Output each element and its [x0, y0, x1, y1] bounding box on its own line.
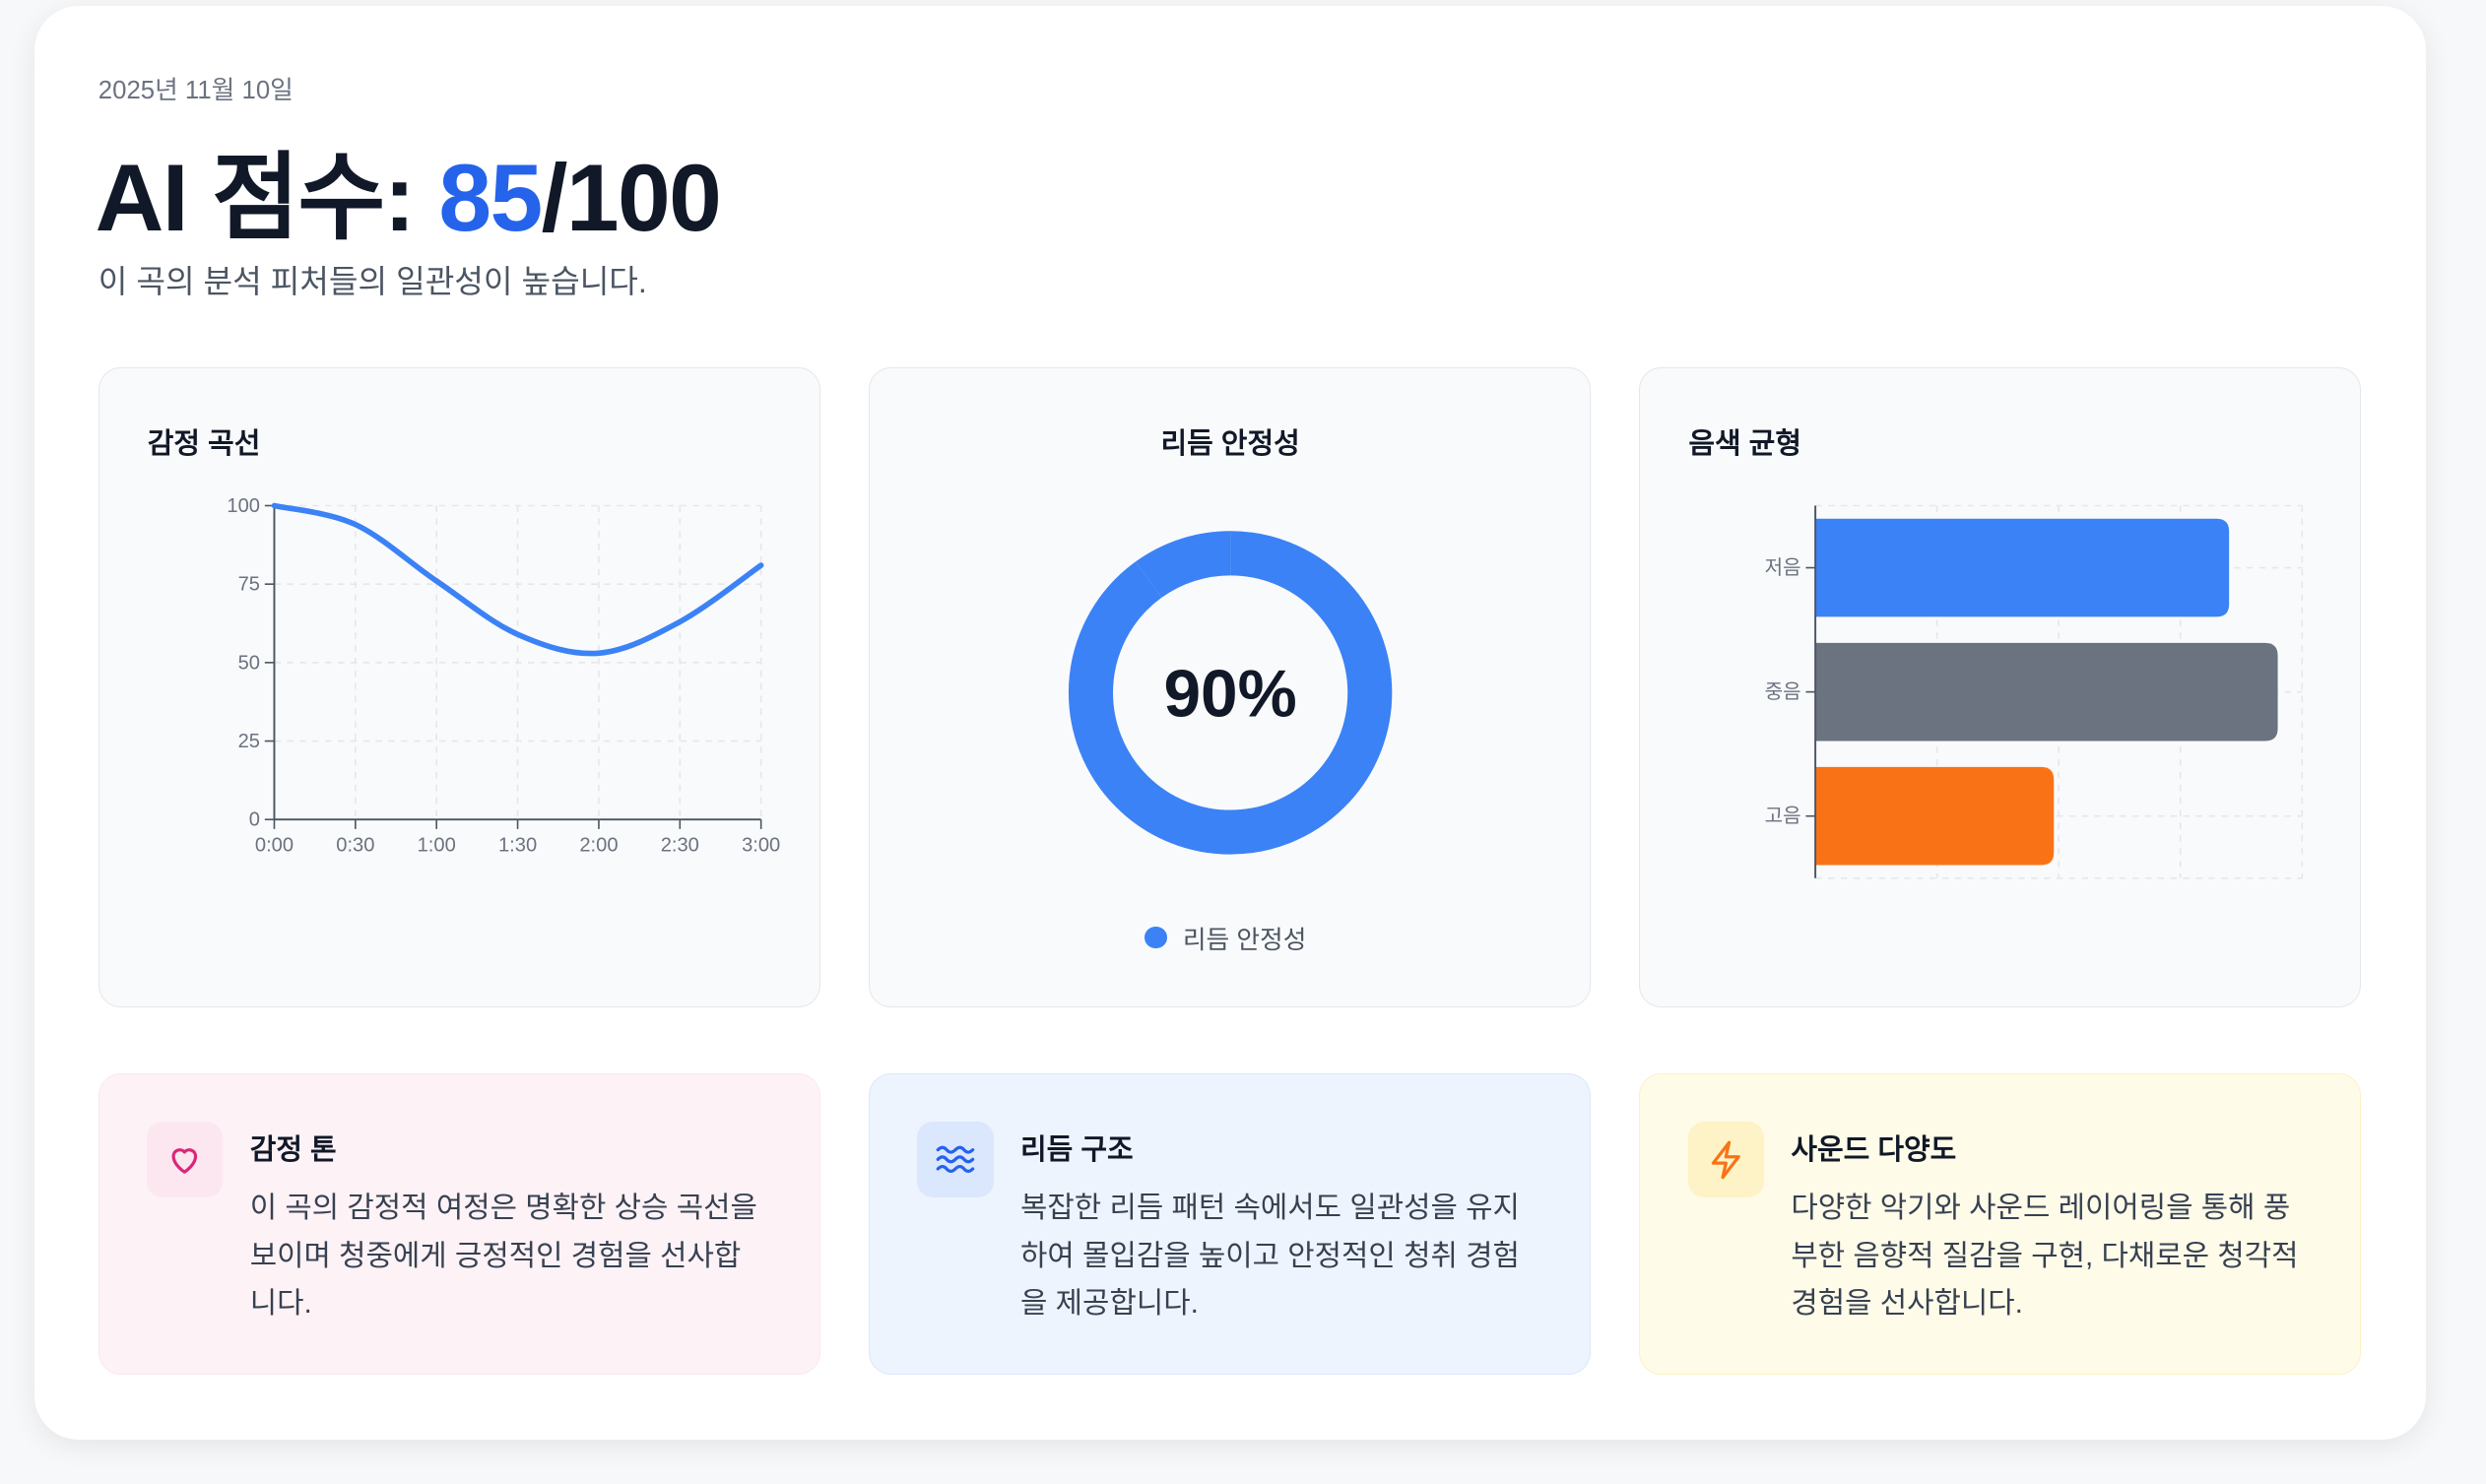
page-title: AI 점수: 85/100 — [95, 120, 722, 258]
x-tick-label: 1:00 — [418, 834, 456, 856]
text-line: 니다. — [249, 1287, 312, 1321]
y-tick-label: 중음 — [1765, 681, 1801, 703]
insight-title: 사운드 다양도 — [1791, 1133, 1957, 1166]
insight-title: 리듬 구조 — [1020, 1133, 1134, 1166]
emotion-curve-panel — [98, 367, 820, 1007]
lightning-icon — [1687, 1122, 1764, 1198]
rhythm-stability-panel — [869, 367, 1591, 1007]
insight-title: 감정 톤 — [249, 1133, 337, 1166]
text-line: 을 제공합니다. — [1020, 1287, 1199, 1321]
bar-3 — [1815, 766, 2055, 866]
y-tick-label: 100 — [227, 495, 260, 517]
x-tick-label: 2:30 — [661, 834, 699, 856]
text-line: 보이며 청중에게 긍정적인 경험을 선사합 — [249, 1239, 742, 1272]
rhythm-stability-title: 리듬 안정성 — [1160, 427, 1300, 460]
text-line: 부한 음향적 질감을 구현, 다채로운 청각적 — [1791, 1239, 2299, 1272]
score-value: 85 — [438, 146, 543, 252]
title-prefix: AI 점수: — [95, 146, 439, 252]
donut-legend: 리듬 안정성 — [1145, 920, 1306, 956]
x-tick-label: 0:30 — [336, 834, 374, 856]
analysis-date: 2025년 11월 10일 — [98, 76, 294, 104]
emotion-line — [271, 502, 764, 657]
legend-label: 리듬 안정성 — [1182, 926, 1307, 954]
y-tick-label: 25 — [238, 731, 260, 752]
y-tick-label: 0 — [249, 809, 260, 831]
text-line: 하여 몰입감을 높이고 안정적인 청취 경험 — [1020, 1239, 1520, 1272]
x-tick-label: 2:00 — [579, 834, 618, 856]
x-tick-label: 1:30 — [498, 834, 537, 856]
score-max: /100 — [541, 146, 722, 252]
y-tick-label: 50 — [238, 652, 260, 674]
page-subtitle: 이 곡의 분석 피처들의 일관성이 높습니다. — [98, 263, 647, 299]
text-line: 다양한 악기와 사운드 레이어링을 통해 풍 — [1791, 1192, 2291, 1225]
donut-remainder-arc — [1068, 531, 1393, 855]
x-tick-label: 0:00 — [255, 834, 294, 856]
y-tick-label: 고음 — [1765, 806, 1801, 827]
bar-1 — [1815, 518, 2230, 617]
waves-icon — [917, 1122, 994, 1198]
heart-icon — [147, 1122, 224, 1198]
timbre-balance-title: 음색 균형 — [1688, 427, 1801, 460]
bar-2 — [1815, 642, 2278, 742]
legend-dot — [1145, 926, 1167, 949]
donut-center-label: 90% — [1163, 658, 1296, 732]
text-line: 복잡한 리듬 패턴 속에서도 일관성을 유지 — [1020, 1192, 1520, 1225]
text-line: 경험을 선사합니다. — [1791, 1287, 2023, 1321]
text-line: 이 곡의 감정적 여정은 명확한 상승 곡선을 — [249, 1192, 757, 1225]
y-tick-label: 75 — [238, 574, 260, 596]
emotion-curve-title: 감정 곡선 — [147, 427, 261, 460]
y-tick-label: 저음 — [1765, 556, 1801, 579]
x-tick-label: 3:00 — [742, 834, 780, 856]
